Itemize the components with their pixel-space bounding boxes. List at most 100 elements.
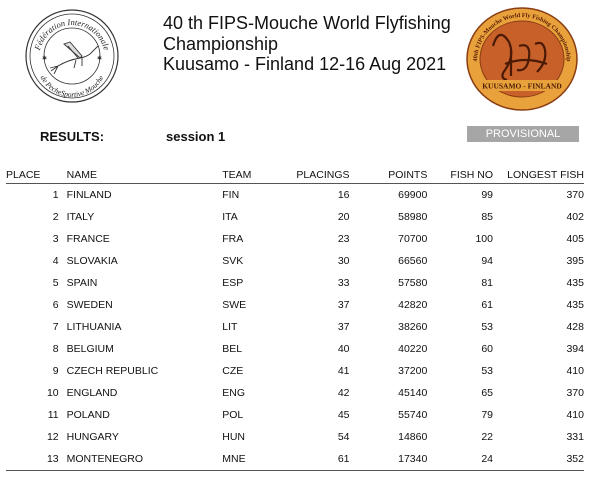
col-fish-no: FISH NO <box>427 166 493 184</box>
cell-placings: 54 <box>337 431 350 443</box>
table-row: 12 HUNGARY HUN 54 14860 22 331 <box>6 426 584 448</box>
cell-name: SPAIN <box>66 277 98 289</box>
cell-team: MNE <box>222 448 279 471</box>
table-row: 3 FRANCE FRA 23 70700 100 405 <box>6 228 584 250</box>
championship-logo: 40th FIPS-Mouche World Fly Fishing Champ… <box>465 6 579 112</box>
cell-fish-no: 65 <box>481 387 493 399</box>
table-row: 10 ENGLAND ENG 42 45140 65 370 <box>6 382 584 404</box>
table-row: 6 SWEDEN SWE 37 42820 61 435 <box>6 294 584 316</box>
col-placings: PLACINGS <box>278 166 350 184</box>
cell-place: 9 <box>52 365 59 377</box>
cell-team: BEL <box>222 343 243 355</box>
cell-place: 8 <box>52 343 59 355</box>
cell-fish-no: 61 <box>481 299 493 311</box>
cell-longest-fish: 394 <box>566 343 584 355</box>
cell-placings: 61 <box>278 448 350 471</box>
cell-longest-fish: 402 <box>566 211 584 223</box>
cell-name: CZECH REPUBLIC <box>66 365 159 377</box>
cell-team: SVK <box>222 255 244 267</box>
cell-longest-fish: 370 <box>566 189 584 201</box>
cell-team: ENG <box>222 387 245 399</box>
title-line-1: 40 th FIPS-Mouche World Flyfishing <box>163 13 451 33</box>
col-name: NAME <box>66 166 223 184</box>
cell-name: HUNGARY <box>66 431 119 443</box>
cell-name: LITHUANIA <box>66 321 122 333</box>
status-badge: PROVISIONAL <box>467 126 579 142</box>
emblem-text-bottom: KUUSAMO - FINLAND <box>482 82 562 91</box>
cell-points: 37200 <box>398 365 428 377</box>
results-label: RESULTS: <box>40 129 105 144</box>
cell-placings: 40 <box>337 343 350 355</box>
cell-placings: 45 <box>337 409 350 421</box>
cell-placings: 37 <box>337 321 350 333</box>
cell-name: BELGIUM <box>66 343 114 355</box>
cell-placings: 23 <box>337 233 350 245</box>
cell-team: SWE <box>222 299 247 311</box>
cell-name: MONTENEGRO <box>66 448 223 471</box>
cell-fish-no: 53 <box>481 365 493 377</box>
cell-name: SLOVAKIA <box>66 255 118 267</box>
title-line-2: Championship <box>163 33 279 54</box>
cell-fish-no: 81 <box>481 277 493 289</box>
table-row: 13 MONTENEGRO MNE 61 17340 24 352 <box>6 448 584 471</box>
svg-text:✱: ✱ <box>42 55 47 62</box>
cell-place: 10 <box>46 387 59 399</box>
cell-placings: 30 <box>337 255 350 267</box>
results-table: PLACE NAME TEAM PLACINGS POINTS FISH NO … <box>6 166 584 471</box>
cell-fish-no: 53 <box>481 321 493 333</box>
cell-placings: 42 <box>337 387 350 399</box>
cell-fish-no: 85 <box>481 211 493 223</box>
table-row: 11 POLAND POL 45 55740 79 410 <box>6 404 584 426</box>
cell-points: 55740 <box>398 409 428 421</box>
cell-longest-fish: 395 <box>566 255 584 267</box>
cell-team: FIN <box>222 189 240 201</box>
cell-place: 5 <box>52 277 59 289</box>
cell-team: LIT <box>222 321 238 333</box>
cell-place: 2 <box>52 211 59 223</box>
cell-points: 57580 <box>398 277 428 289</box>
cell-place: 13 <box>6 448 67 471</box>
cell-points: 38260 <box>398 321 428 333</box>
table-row: 4 SLOVAKIA SVK 30 66560 94 395 <box>6 250 584 272</box>
cell-longest-fish: 405 <box>566 233 584 245</box>
cell-name: POLAND <box>66 409 110 421</box>
cell-placings: 37 <box>337 299 350 311</box>
cell-points: 14860 <box>398 431 428 443</box>
cell-points: 45140 <box>398 387 428 399</box>
svg-text:✱: ✱ <box>97 55 102 62</box>
cell-longest-fish: 435 <box>566 299 584 311</box>
cell-placings: 41 <box>337 365 350 377</box>
cell-longest-fish: 410 <box>566 365 584 377</box>
cell-team: HUN <box>222 431 245 443</box>
cell-longest-fish: 331 <box>566 431 584 443</box>
cell-team: POL <box>222 409 244 421</box>
cell-name: FINLAND <box>66 189 112 201</box>
cell-place: 12 <box>46 431 59 443</box>
cell-place: 11 <box>47 409 59 421</box>
cell-points: 70700 <box>398 233 428 245</box>
cell-team: CZE <box>222 365 244 377</box>
table-row: 2 ITALY ITA 20 58980 85 402 <box>6 206 584 228</box>
fips-mouche-logo: Fédération Internationale de PecheSporti… <box>24 8 120 104</box>
cell-place: 1 <box>52 189 59 201</box>
cell-team: ESP <box>222 277 244 289</box>
cell-name: SWEDEN <box>66 299 113 311</box>
cell-points: 42820 <box>398 299 428 311</box>
table-row: 5 SPAIN ESP 33 57580 81 435 <box>6 272 584 294</box>
cell-name: ENGLAND <box>66 387 118 399</box>
cell-fish-no: 100 <box>475 233 493 245</box>
table-row: 1 FINLAND FIN 16 69900 99 370 <box>6 184 584 207</box>
cell-name: ITALY <box>66 211 95 223</box>
mayfly-icon <box>49 41 99 75</box>
cell-longest-fish: 370 <box>566 387 584 399</box>
table-row: 8 BELGIUM BEL 40 40220 60 394 <box>6 338 584 360</box>
cell-fish-no: 60 <box>481 343 493 355</box>
cell-points: 66560 <box>398 255 428 267</box>
table-row: 9 CZECH REPUBLIC CZE 41 37200 53 410 <box>6 360 584 382</box>
cell-fish-no: 79 <box>481 409 493 421</box>
table-row: 7 LITHUANIA LIT 37 38260 53 428 <box>6 316 584 338</box>
cell-placings: 16 <box>337 189 350 201</box>
cell-points: 40220 <box>398 343 428 355</box>
col-team: TEAM <box>222 166 279 184</box>
cell-place: 3 <box>52 233 59 245</box>
